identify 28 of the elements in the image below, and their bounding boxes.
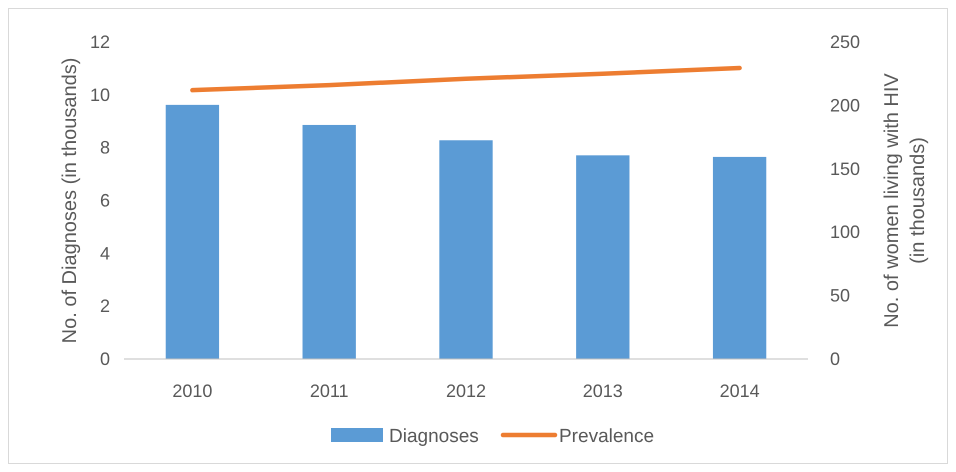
y-tick-label: 12 [90,32,110,52]
bar [166,104,220,359]
y2-tick-label: 100 [830,222,860,242]
bar [439,140,493,359]
y-tick-label: 6 [100,190,110,210]
y-tick-label: 4 [100,243,110,264]
y2-axis-title: No. of women living with HIV (in thousands) [881,72,929,328]
line-series [190,66,742,92]
bar [712,156,766,359]
x-tick-label: 2013 [582,381,623,401]
y-tick-label: 0 [100,349,110,369]
y2-tick-label: 50 [830,286,850,306]
bar [576,155,630,359]
y2-tick-label: 150 [830,158,860,179]
y-axis-title: No. of Diagnoses (in thousands) [59,58,81,344]
x-tick-label: 2011 [310,381,349,401]
x-tick-label: 2012 [446,381,486,401]
legend-label: Diagnoses [389,426,479,447]
x-tick-label: 2014 [720,381,760,401]
legend-label: Prevalence [559,426,654,447]
y2-tick-label: 250 [830,32,860,52]
y-tick-label: 8 [100,138,110,158]
bar [302,124,356,359]
y2-tick-label: 200 [830,95,860,116]
y-tick-label: 2 [100,296,110,316]
y-tick-label: 10 [90,84,110,105]
y2-tick-label: 0 [830,349,840,369]
x-tick-label: 2010 [172,381,212,401]
